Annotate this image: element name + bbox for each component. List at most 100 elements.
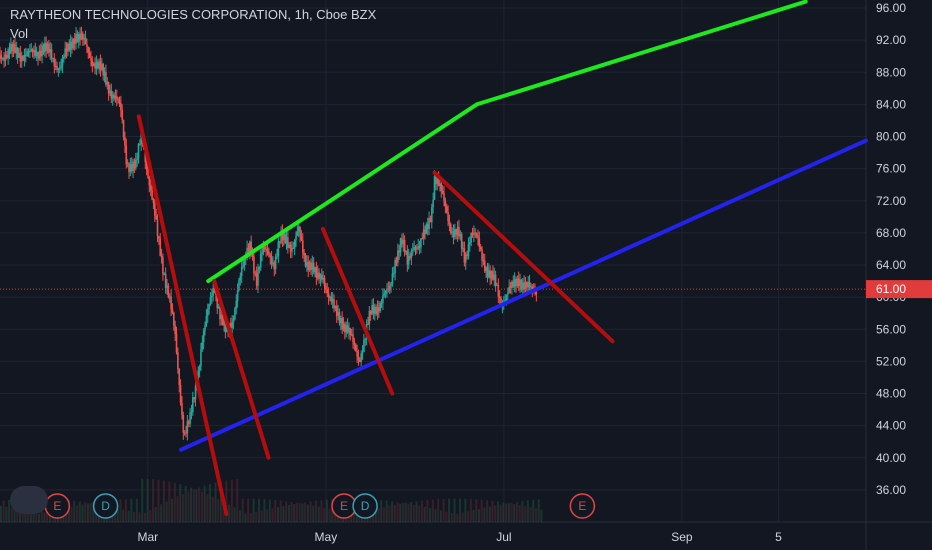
price-candles	[0, 26, 538, 441]
candle-body	[421, 238, 424, 240]
candle-body	[72, 38, 75, 49]
volume-bar	[502, 502, 505, 522]
volume-bar	[377, 507, 380, 522]
candle-body	[299, 226, 301, 236]
candle-body	[390, 283, 392, 286]
candle-body	[82, 33, 84, 40]
candle-body	[182, 415, 185, 433]
tradingview-logo[interactable]	[10, 486, 48, 514]
candle-body	[230, 323, 232, 328]
candle-body	[354, 344, 357, 351]
candle-body	[445, 206, 448, 213]
candle-body	[249, 241, 251, 253]
candle-body	[139, 143, 141, 145]
candle-body	[105, 71, 107, 85]
candle-body	[94, 63, 96, 69]
candle-body	[451, 231, 453, 233]
candle-body	[133, 161, 136, 169]
candle-body	[90, 57, 92, 61]
candle-body	[471, 232, 474, 235]
dividend-marker-label: D	[101, 499, 110, 513]
candle-body	[54, 65, 57, 67]
candle-body	[148, 178, 151, 186]
candle-body	[357, 356, 360, 360]
volume-bar	[448, 498, 451, 522]
volume-bar	[230, 479, 233, 522]
volume-bar	[385, 500, 388, 522]
candle-body	[145, 162, 148, 170]
volume-bar	[43, 512, 46, 522]
candle-body	[190, 412, 193, 414]
candle-body	[45, 43, 47, 51]
volume-bar	[157, 479, 160, 522]
dividend-marker[interactable]	[352, 493, 378, 519]
candle-body	[344, 323, 346, 333]
volume-bar	[325, 499, 328, 522]
candle-body	[448, 220, 451, 225]
down-trend-trendline	[432, 170, 615, 344]
volume-bar	[296, 502, 299, 522]
candle-body	[14, 43, 16, 54]
volume-bar	[247, 498, 250, 522]
candle-body	[462, 248, 464, 250]
candle-body	[270, 257, 273, 265]
candle-body	[68, 43, 71, 51]
candle-body	[134, 159, 137, 169]
volume-bar	[355, 512, 358, 522]
volume-bar	[168, 481, 171, 522]
candle-body	[364, 338, 367, 340]
candle-body	[402, 240, 405, 245]
candle-body	[526, 281, 528, 288]
candle-body	[527, 281, 529, 288]
candle-body	[520, 279, 523, 290]
candle-body	[200, 349, 202, 367]
candle-body	[162, 257, 164, 275]
candle-body	[278, 241, 281, 243]
volume-bar	[486, 500, 489, 522]
candle-body	[71, 41, 73, 49]
earnings-marker[interactable]	[569, 493, 596, 519]
candle-body	[221, 314, 224, 326]
y-tick-label: 92.00	[876, 33, 906, 47]
candle-body	[509, 286, 512, 288]
candle-body	[7, 49, 9, 59]
volume-bar	[38, 513, 41, 522]
candle-body	[444, 200, 447, 207]
candle-body	[30, 49, 33, 51]
candle-body	[259, 253, 262, 268]
candle-body	[433, 175, 436, 200]
candle-body	[528, 281, 531, 288]
candle-body	[238, 280, 240, 291]
candle-body	[384, 290, 387, 294]
volume-bar	[279, 500, 282, 522]
candle-body	[3, 57, 5, 61]
volume-bar	[464, 498, 467, 522]
candle-body	[120, 103, 122, 110]
candle-body	[429, 218, 432, 223]
candle-body	[76, 34, 79, 42]
volume-bar	[510, 502, 513, 522]
candle-body	[168, 296, 171, 298]
volume-bar	[130, 498, 133, 522]
dividend-marker[interactable]	[92, 493, 119, 519]
candle-body	[331, 299, 334, 302]
candle-body	[268, 251, 270, 255]
volume-bar	[301, 503, 304, 522]
candle-body	[19, 53, 22, 62]
candle-body	[508, 286, 510, 293]
candle-body	[363, 339, 365, 353]
volume-bar	[401, 502, 404, 522]
volume-bar	[86, 503, 89, 522]
volume-bar	[380, 500, 383, 522]
candle-body	[118, 100, 121, 104]
volume-bar	[382, 506, 385, 522]
candle-body	[399, 238, 402, 253]
volume-bar	[73, 500, 76, 522]
volume-bar	[524, 506, 527, 522]
volume-bar	[179, 484, 182, 522]
candle-body	[430, 207, 433, 223]
candle-body	[318, 272, 320, 280]
candle-body	[334, 305, 337, 309]
volume-bar	[276, 507, 279, 522]
